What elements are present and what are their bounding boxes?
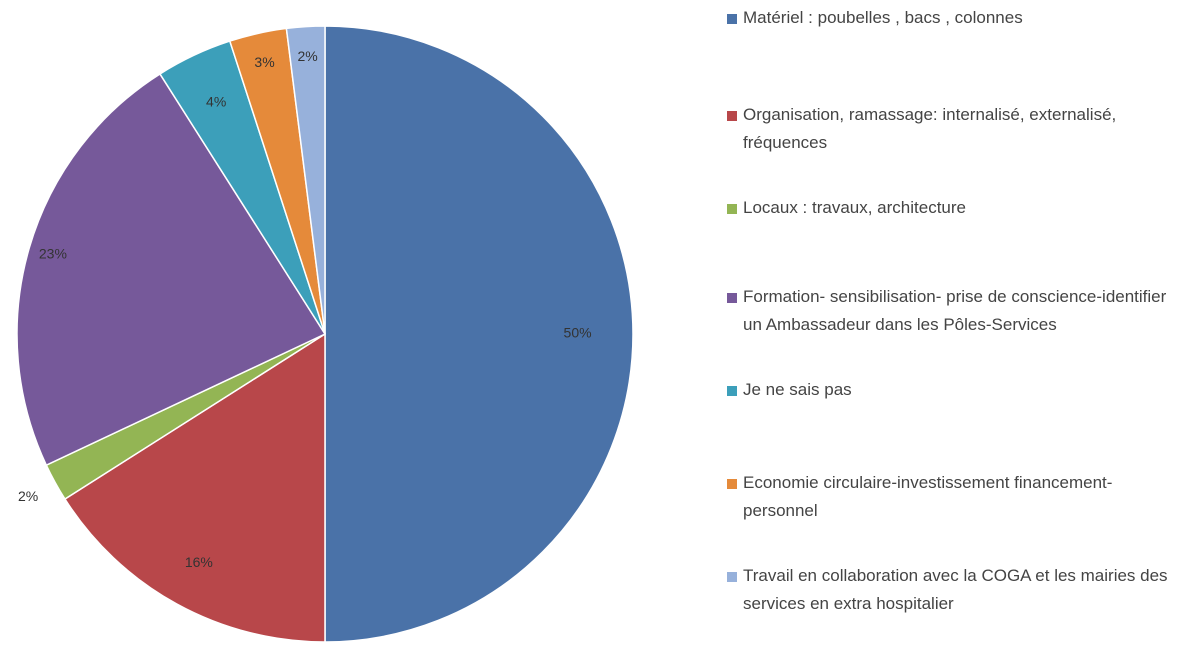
legend: Matériel : poubelles , bacs , colonnes Or… [727, 0, 1182, 646]
legend-item: Travail en collaboration avec la COGA et… [727, 562, 1177, 618]
slice-label: 3% [254, 54, 274, 70]
slice-label: 50% [564, 325, 592, 341]
pie-slice [63, 332, 326, 643]
legend-swatch [727, 386, 737, 396]
legend-swatch [727, 111, 737, 121]
legend-item: Organisation, ramassage: internalisé, ex… [727, 101, 1177, 157]
legend-swatch [727, 479, 737, 489]
legend-item: Matériel : poubelles , bacs , colonnes [727, 4, 1177, 32]
legend-label: Economie circulaire-investissement finan… [743, 473, 1113, 520]
legend-swatch [727, 572, 737, 582]
slice-label: 4% [206, 93, 226, 109]
slice-label: 2% [18, 488, 38, 504]
slice-label: 23% [39, 246, 67, 262]
pie-slice [16, 72, 327, 467]
legend-item: Locaux : travaux, architecture [727, 194, 1177, 222]
legend-item: Formation- sensibilisation- prise de con… [727, 283, 1177, 339]
legend-label: Matériel : poubelles , bacs , colonnes [743, 8, 1023, 27]
legend-label: Travail en collaboration avec la COGA et… [743, 566, 1168, 613]
legend-item: Economie circulaire-investissement finan… [727, 469, 1177, 525]
legend-label: Locaux : travaux, architecture [743, 198, 967, 217]
legend-swatch [727, 293, 737, 303]
slice-label: 16% [185, 554, 213, 570]
legend-item: Je ne sais pas [727, 376, 1177, 404]
pie-slice [285, 25, 326, 335]
pie-slice [324, 25, 634, 643]
pie-area: 50% 16% 2% 23% 4% 3% 2% [16, 25, 634, 643]
legend-label: Organisation, ramassage: internalisé, ex… [743, 105, 1117, 152]
legend-swatch [727, 14, 737, 24]
legend-label: Je ne sais pas [743, 380, 852, 399]
slice-label: 2% [297, 48, 317, 64]
legend-label: Formation- sensibilisation- prise de con… [743, 287, 1167, 334]
legend-swatch [727, 204, 737, 214]
